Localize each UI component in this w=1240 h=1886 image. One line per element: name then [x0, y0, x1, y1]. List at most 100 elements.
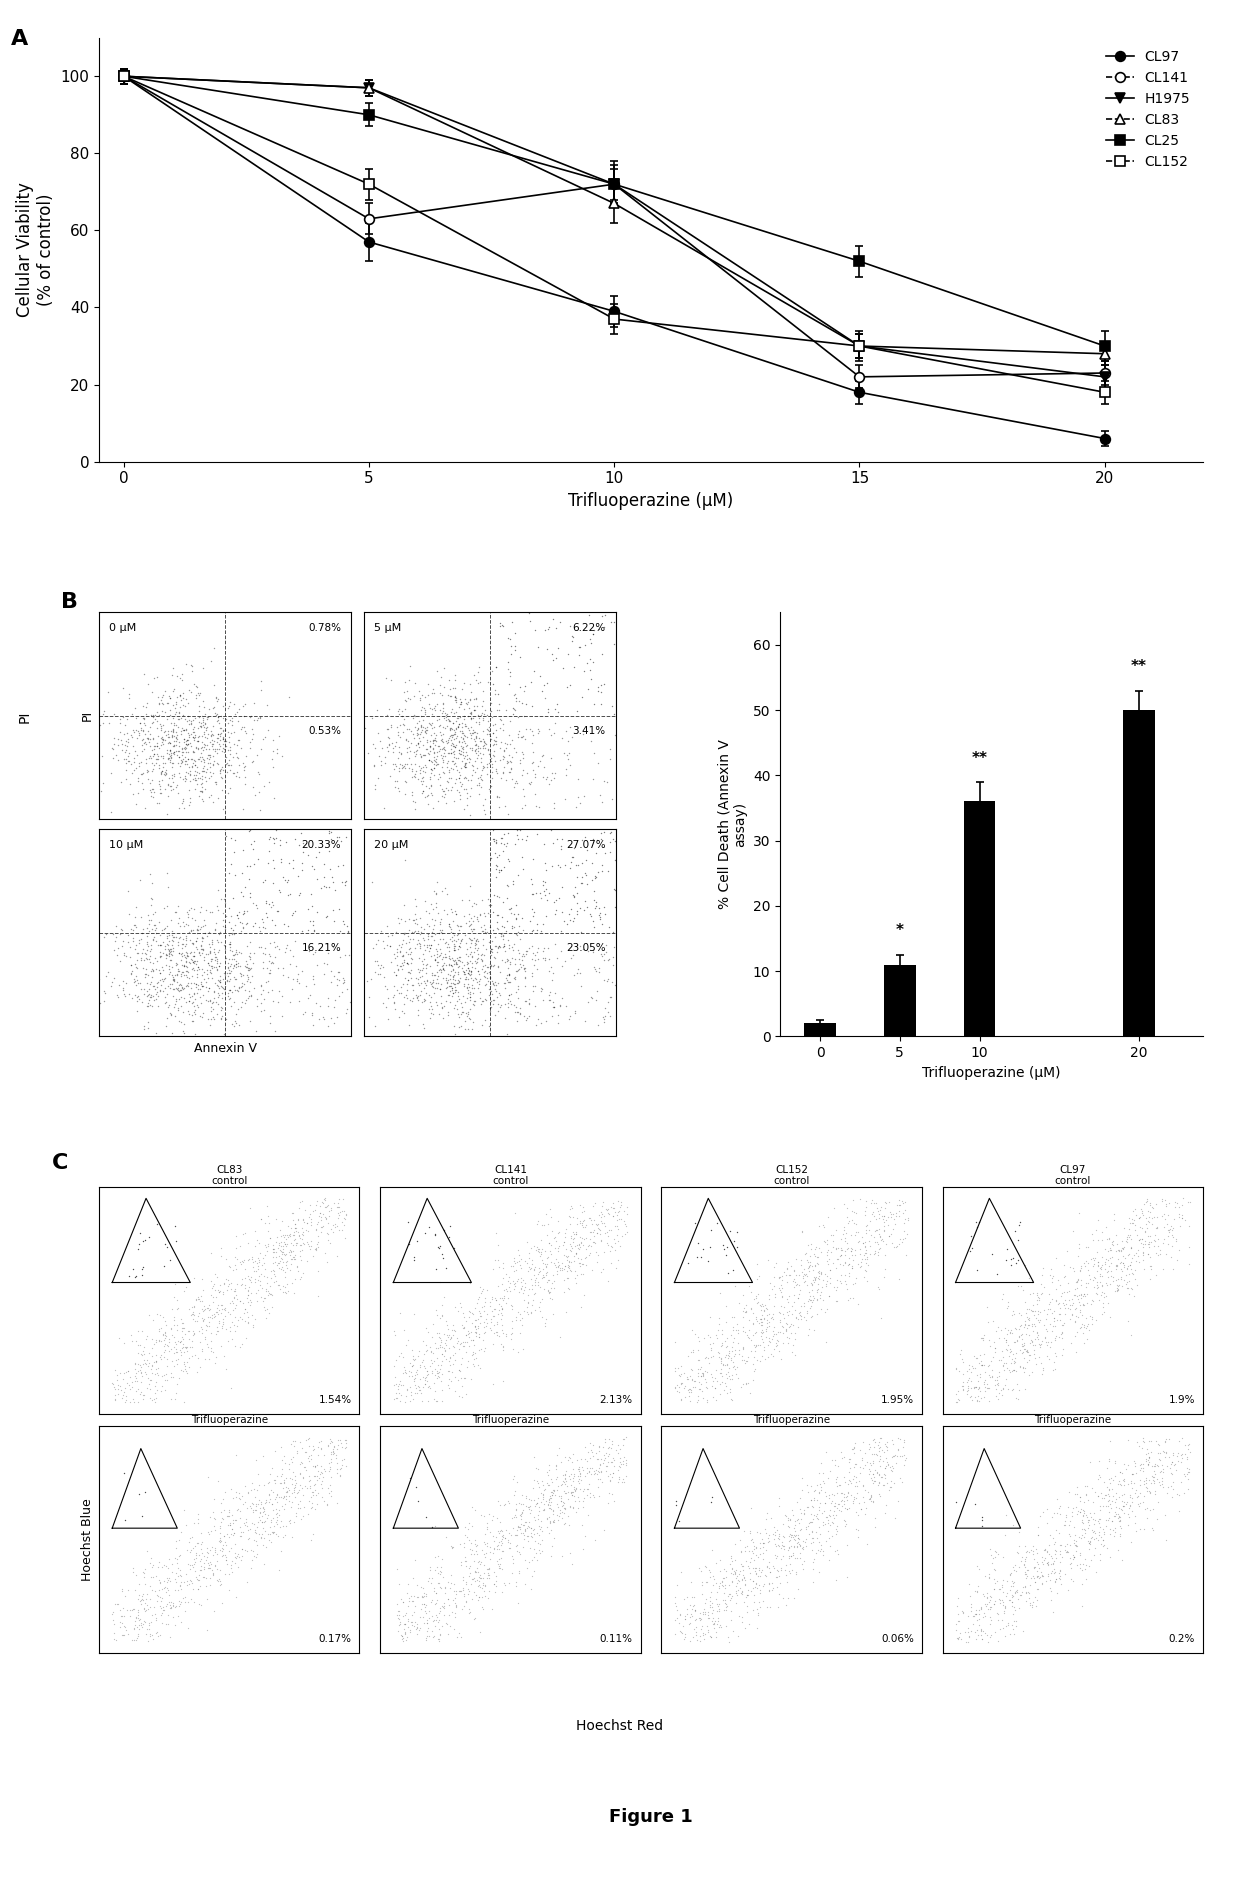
Point — [445, 705, 465, 736]
Point — [806, 1264, 826, 1294]
Point — [600, 828, 620, 858]
Point — [532, 741, 552, 771]
Point — [578, 935, 598, 966]
Point — [444, 934, 464, 964]
Point — [884, 1203, 904, 1233]
Point — [1140, 1190, 1159, 1220]
Point — [150, 1341, 170, 1371]
Point — [392, 947, 412, 977]
Point — [197, 703, 217, 734]
Point — [296, 1454, 316, 1484]
Point — [423, 960, 443, 990]
Point — [419, 745, 439, 775]
Point — [1028, 1296, 1048, 1326]
Point — [224, 1241, 244, 1271]
Point — [174, 1313, 193, 1343]
Point — [138, 1345, 157, 1375]
Point — [515, 1514, 534, 1545]
Point — [272, 1445, 291, 1475]
Point — [1125, 1448, 1145, 1479]
Point — [584, 1482, 604, 1513]
Point — [562, 1471, 582, 1501]
Point — [151, 758, 171, 788]
Point — [242, 1509, 262, 1539]
Point — [1086, 1305, 1106, 1335]
Point — [982, 1548, 1002, 1579]
Point — [432, 741, 451, 771]
Point — [1081, 1309, 1101, 1339]
Point — [432, 917, 451, 947]
Point — [412, 711, 432, 741]
Point — [143, 736, 162, 766]
Point — [140, 930, 160, 960]
Point — [402, 749, 422, 779]
Point — [248, 1513, 268, 1543]
Point — [1117, 1252, 1137, 1282]
Point — [1068, 1284, 1087, 1315]
Point — [429, 1567, 449, 1597]
Point — [474, 675, 494, 705]
Point — [616, 1445, 636, 1475]
Point — [208, 1290, 228, 1320]
Point — [802, 1554, 822, 1584]
Point — [439, 737, 459, 768]
Point — [1146, 1458, 1166, 1488]
Point — [738, 1575, 758, 1605]
Point — [811, 1258, 831, 1288]
Point — [153, 1320, 172, 1350]
Point — [591, 1224, 611, 1254]
Point — [460, 960, 480, 990]
Point — [882, 1201, 901, 1232]
Point — [446, 683, 466, 713]
Point — [1147, 1213, 1167, 1243]
Point — [529, 1296, 549, 1326]
Point — [562, 1222, 582, 1252]
Point — [525, 1279, 544, 1309]
Point — [523, 902, 543, 932]
Point — [997, 1579, 1017, 1609]
Point — [197, 1332, 217, 1362]
Point — [445, 768, 465, 798]
Point — [808, 1275, 828, 1305]
Point — [573, 1230, 593, 1260]
Point — [128, 1365, 148, 1396]
Point — [1122, 1458, 1142, 1488]
Point — [134, 952, 154, 983]
Point — [895, 1241, 915, 1271]
Point — [164, 732, 184, 762]
Point — [1152, 1464, 1172, 1494]
Point — [769, 1524, 789, 1554]
Point — [1114, 1233, 1133, 1264]
Point — [1007, 1324, 1027, 1354]
Point — [894, 1224, 914, 1254]
Point — [438, 745, 458, 775]
Point — [440, 775, 460, 805]
Point — [608, 1226, 627, 1256]
Point — [1110, 1235, 1130, 1266]
Point — [1083, 1514, 1102, 1545]
Point — [785, 1296, 805, 1326]
Point — [523, 971, 543, 1001]
Point — [503, 911, 523, 941]
Point — [219, 1269, 239, 1299]
Point — [538, 1275, 558, 1305]
Point — [481, 747, 501, 777]
Point — [435, 873, 455, 903]
Point — [417, 734, 436, 764]
Point — [154, 1360, 174, 1390]
Point — [839, 1465, 859, 1496]
Point — [334, 909, 353, 939]
Point — [1101, 1260, 1121, 1290]
Point — [567, 1218, 587, 1249]
Point — [737, 1347, 756, 1377]
Point — [295, 1215, 315, 1245]
Point — [810, 1558, 830, 1588]
Point — [556, 1509, 575, 1539]
Point — [210, 734, 229, 764]
Point — [742, 1277, 761, 1307]
Point — [972, 1505, 992, 1535]
Point — [990, 1358, 1009, 1388]
Point — [155, 964, 175, 994]
Point — [554, 1467, 574, 1497]
Point — [218, 858, 238, 888]
